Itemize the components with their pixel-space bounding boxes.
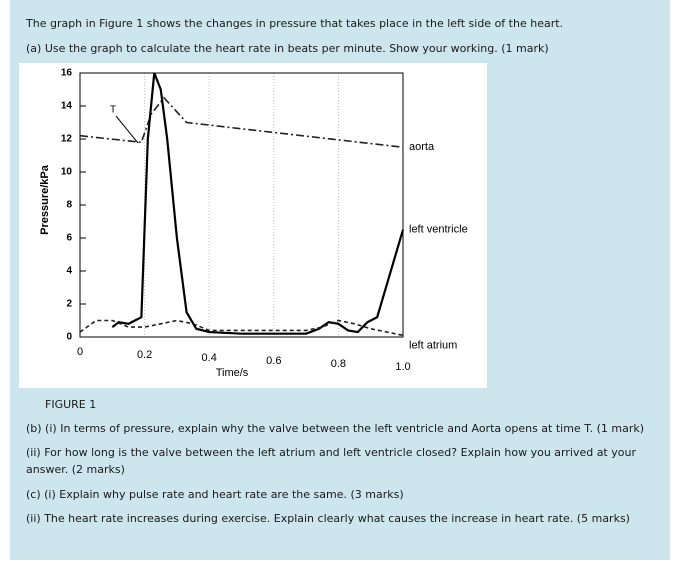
part-a: (a) Use the graph to calculate the heart… [26, 42, 549, 55]
y-tick-label: 0 [66, 332, 72, 343]
y-tick-label: 2 [66, 299, 72, 310]
x-tick-label: 1.0 [395, 361, 410, 373]
x-axis-label: Time/s [216, 367, 249, 379]
intro: The graph in Figure 1 shows the changes … [26, 17, 564, 30]
y-tick-label: 4 [66, 266, 72, 277]
series-label: left ventricle [409, 224, 468, 236]
x-tick-label: 0.2 [137, 349, 152, 361]
figure-label: FIGURE 1 [45, 398, 97, 411]
series-label: left atrium [409, 339, 457, 351]
part-c-i: (c) (i) Explain why pulse rate and heart… [26, 488, 404, 501]
series-label: aorta [409, 141, 435, 153]
y-tick-label: 16 [61, 68, 73, 79]
x-tick-label: 0 [77, 346, 83, 358]
y-tick-label: 10 [61, 167, 73, 178]
y-tick-label: 14 [61, 101, 73, 112]
series-line [79, 319, 404, 337]
y-tick-label: 8 [66, 200, 72, 211]
x-tick-label: 0.6 [266, 355, 281, 367]
chart: Time/s Pressure/kPa T 0 0.2 0.4 0.6 0.8 1.0 0 2… [19, 63, 487, 388]
y-tick-label: 12 [61, 134, 73, 145]
part-b-ii: (ii) For how long is the valve between t… [26, 446, 636, 476]
x-tick-label: 0.8 [331, 358, 346, 370]
plot-frame [79, 72, 404, 338]
annotation-arrow [115, 115, 139, 144]
y-axis-label: Pressure/kPa [39, 164, 51, 235]
y-tick-label: 6 [66, 233, 72, 244]
series-line [111, 72, 405, 335]
part-b-i: (b) (i) In terms of pressure, explain wh… [26, 422, 645, 435]
series-line [79, 96, 404, 149]
annotation: T [110, 105, 116, 116]
part-c-ii: (ii) The heart rate increases during exe… [26, 512, 630, 525]
x-tick-label: 0.4 [202, 352, 217, 364]
